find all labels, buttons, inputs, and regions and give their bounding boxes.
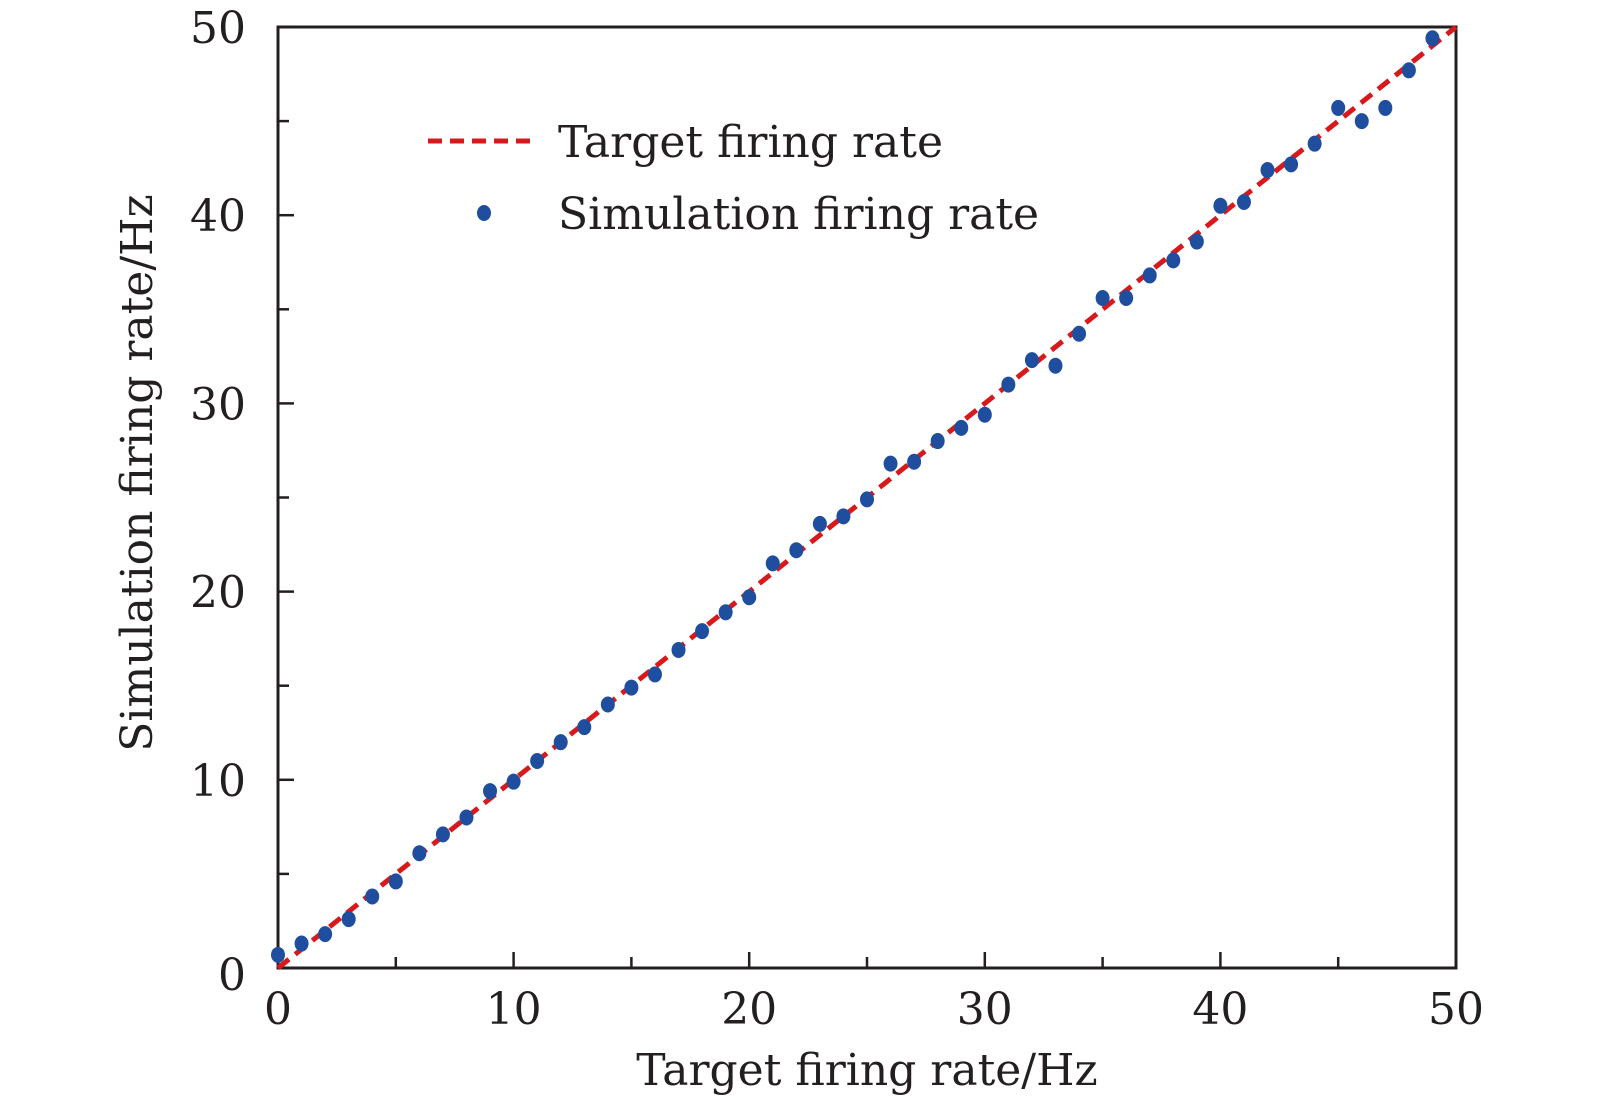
data-point [530, 752, 545, 769]
y-tick-label: 0 [218, 950, 246, 1001]
data-point [1425, 30, 1440, 47]
data-point [388, 873, 403, 890]
data-point [318, 926, 333, 943]
data-point [365, 888, 380, 905]
data-point [459, 809, 474, 826]
x-tick-label: 0 [264, 984, 292, 1035]
x-tick-labels: 0 10 20 30 40 50 [264, 984, 1484, 1035]
legend-label-simulation: Simulation firing rate [558, 189, 1039, 240]
data-point [1001, 376, 1016, 393]
data-point [1048, 357, 1063, 374]
data-point [1354, 113, 1369, 130]
data-point [1072, 325, 1087, 342]
data-point [483, 783, 498, 800]
x-tick-label: 30 [957, 984, 1013, 1035]
data-point [506, 773, 521, 790]
data-point [1189, 233, 1204, 250]
data-point [1401, 62, 1416, 79]
data-point [1307, 135, 1322, 152]
data-point [271, 946, 285, 963]
data-point [1119, 290, 1134, 307]
x-tick-label: 20 [721, 984, 777, 1035]
y-tick-label: 30 [190, 379, 246, 430]
legend: Target firing rate Simulation firing rat… [428, 117, 1039, 240]
data-point [695, 623, 710, 640]
data-point [577, 719, 592, 736]
data-point [954, 419, 969, 436]
data-point [341, 911, 356, 928]
data-point [742, 589, 757, 606]
data-point [294, 935, 309, 952]
data-point [1331, 99, 1346, 116]
x-tick-label: 50 [1428, 984, 1484, 1035]
data-point [883, 455, 898, 472]
x-tick-label: 40 [1192, 984, 1248, 1035]
data-point [647, 666, 662, 683]
x-axis-title: Target firing rate/Hz [636, 1045, 1097, 1096]
y-tick-label: 50 [190, 3, 246, 54]
data-point [600, 696, 615, 713]
data-point [671, 641, 686, 658]
y-tick-label: 40 [190, 191, 246, 242]
data-point [435, 826, 450, 843]
data-point [718, 604, 733, 621]
legend-label-target: Target firing rate [558, 117, 943, 168]
y-tick-label: 20 [190, 568, 246, 619]
y-axis-title: Simulation firing rate/Hz [112, 194, 163, 751]
legend-marker-swatch [477, 205, 491, 221]
data-point [836, 508, 851, 525]
y-tick-labels: 0 10 20 30 40 50 [190, 3, 246, 1001]
data-point [412, 845, 427, 862]
data-point [624, 679, 639, 696]
data-point [907, 453, 922, 470]
data-point [765, 555, 780, 572]
y-tick-label: 10 [190, 756, 246, 807]
data-point [1166, 252, 1181, 269]
data-point [1284, 156, 1299, 173]
data-point [1142, 267, 1157, 284]
data-point [1378, 99, 1393, 116]
data-point [1236, 194, 1251, 211]
data-point [860, 491, 874, 508]
data-point [1095, 290, 1110, 307]
data-point [789, 542, 804, 559]
x-tick-label: 10 [486, 984, 542, 1035]
data-point [1260, 162, 1275, 179]
data-point [930, 433, 945, 450]
data-point [1213, 197, 1228, 214]
data-point [1024, 352, 1039, 369]
data-point [812, 515, 827, 532]
data-point [553, 734, 568, 751]
data-point [977, 406, 992, 423]
simulation-points-series [271, 30, 1440, 963]
